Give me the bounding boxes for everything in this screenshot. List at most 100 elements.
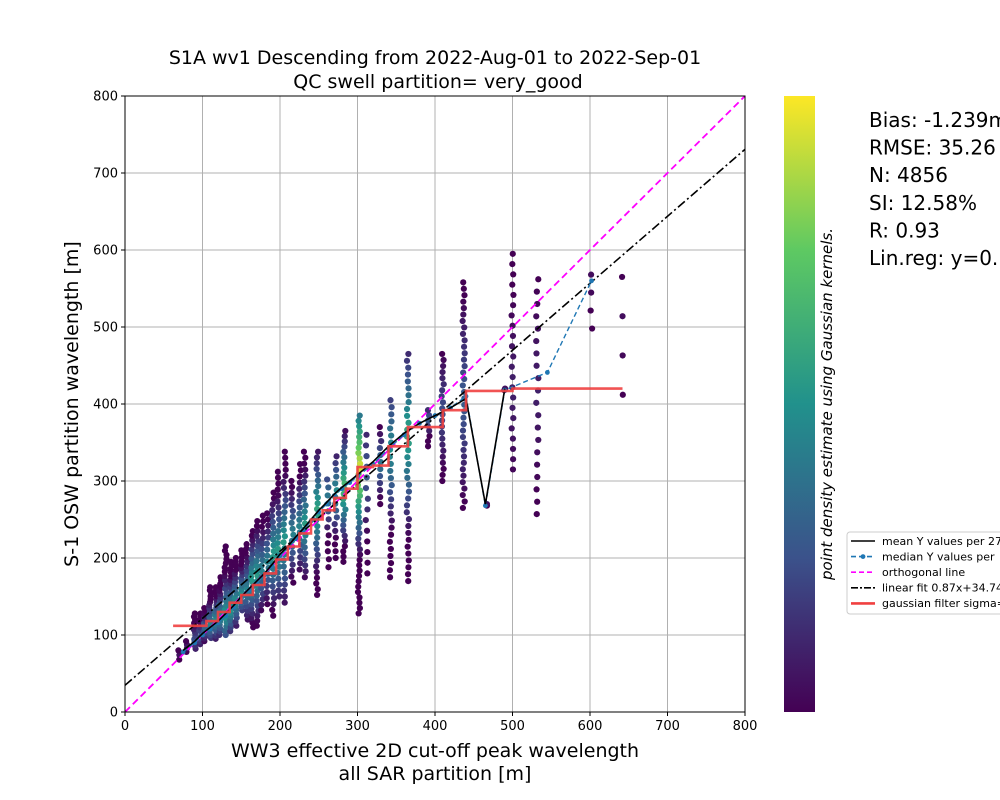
scatter-points [175, 250, 626, 663]
x-tick-label: 500 [500, 719, 525, 734]
scatter-point [259, 551, 266, 558]
scatter-point [461, 498, 468, 505]
scatter-point [355, 514, 362, 521]
scatter-point [509, 435, 517, 442]
scatter-point [355, 572, 363, 580]
legend-box [846, 531, 1000, 615]
scatter-point [313, 546, 320, 553]
scatter-point [510, 271, 517, 278]
scatter-point [263, 588, 271, 596]
stats-block: Bias: -1.239m RMSE: 35.26 N: 4856 SI: 12.58… [869, 108, 1000, 270]
scatter-point [364, 506, 371, 513]
scatter-point [288, 567, 296, 574]
scatter-point [535, 276, 542, 283]
y-tick-label: 200 [93, 552, 118, 567]
scatter-point [404, 474, 411, 481]
scatter-point [356, 604, 363, 612]
y-tick-label: 600 [93, 244, 118, 259]
legend-label: median Y values per [882, 550, 995, 563]
scatter-point [362, 485, 370, 492]
x-tick-label: 200 [268, 719, 293, 734]
x-tick-label: 400 [423, 719, 448, 734]
scatter-point [269, 530, 277, 537]
scatter-point [314, 494, 321, 501]
scatter-point [509, 404, 516, 411]
scatter-point [589, 325, 596, 332]
scatter-point [280, 527, 287, 534]
median-marker [482, 503, 488, 509]
scatter-point [404, 543, 411, 550]
colorbar [784, 96, 815, 712]
scatter-point [439, 369, 446, 376]
scatter-point [282, 496, 289, 504]
scatter-point [340, 474, 347, 482]
scatter-point [288, 495, 295, 503]
scatter-point [314, 448, 322, 455]
scatter-point [340, 553, 347, 560]
scatter-point [534, 473, 541, 481]
stat-line: Lin.reg: y=0. [869, 246, 998, 270]
median-marker [180, 649, 186, 655]
scatter-point [315, 483, 322, 490]
scatter-point [270, 612, 277, 619]
scatter-point [355, 524, 362, 531]
scatter-point [362, 442, 370, 449]
scatter-point [342, 537, 349, 545]
scatter-point [460, 285, 467, 292]
scatter-point [289, 549, 296, 556]
scatter-point [274, 498, 281, 505]
scatter-point [355, 540, 362, 548]
scatter-point [269, 507, 276, 514]
scatter-point [405, 350, 412, 358]
scatter-point [459, 330, 467, 338]
scatter-point [386, 538, 393, 545]
scatter-point [440, 465, 447, 472]
scatter-point [459, 504, 466, 512]
scatter-point [296, 473, 303, 480]
scatter-point [510, 291, 517, 299]
scatter-point [405, 536, 412, 543]
stat-line: R: 0.93 [869, 218, 940, 242]
x-tick-label: 100 [190, 719, 215, 734]
scatter-point [302, 454, 309, 461]
scatter-point [253, 592, 260, 599]
scatter-point [387, 467, 394, 475]
scatter-point [281, 502, 289, 510]
scatter-point [296, 485, 303, 492]
scatter-point [280, 484, 288, 492]
scatter-point [533, 288, 540, 295]
scatter-point [388, 411, 395, 418]
scatter-point [460, 446, 467, 454]
scatter-point [314, 477, 321, 484]
scatter-point [269, 512, 276, 520]
chart-subtitle: QC swell partition= very_good [293, 71, 582, 93]
series-lines [125, 96, 745, 712]
scatter-point [439, 350, 446, 358]
scatter-point [388, 482, 395, 489]
scatter-point [324, 476, 331, 483]
scatter-point [313, 460, 320, 467]
scatter-point [509, 456, 517, 463]
y-tick-label: 400 [93, 398, 118, 413]
scatter-point [281, 575, 289, 582]
scatter-point [296, 510, 303, 517]
scatter-point [461, 292, 468, 299]
scatter-point [264, 552, 271, 559]
scatter-point [280, 539, 287, 546]
scatter-point [259, 534, 267, 542]
scatter-point [313, 557, 321, 564]
scatter-point [288, 573, 295, 580]
scatter-point [403, 405, 411, 413]
scatter-point [281, 593, 288, 600]
scatter-point [340, 522, 347, 529]
scatter-point [313, 591, 321, 599]
scatter-point [356, 433, 363, 441]
scatter-point [460, 311, 467, 318]
scatter-point [275, 587, 282, 594]
scatter-point [387, 531, 395, 538]
scatter-point [355, 498, 362, 505]
scatter-point [426, 432, 433, 440]
scatter-point [535, 412, 542, 419]
scatter-point [341, 464, 348, 471]
scatter-point [314, 586, 321, 593]
